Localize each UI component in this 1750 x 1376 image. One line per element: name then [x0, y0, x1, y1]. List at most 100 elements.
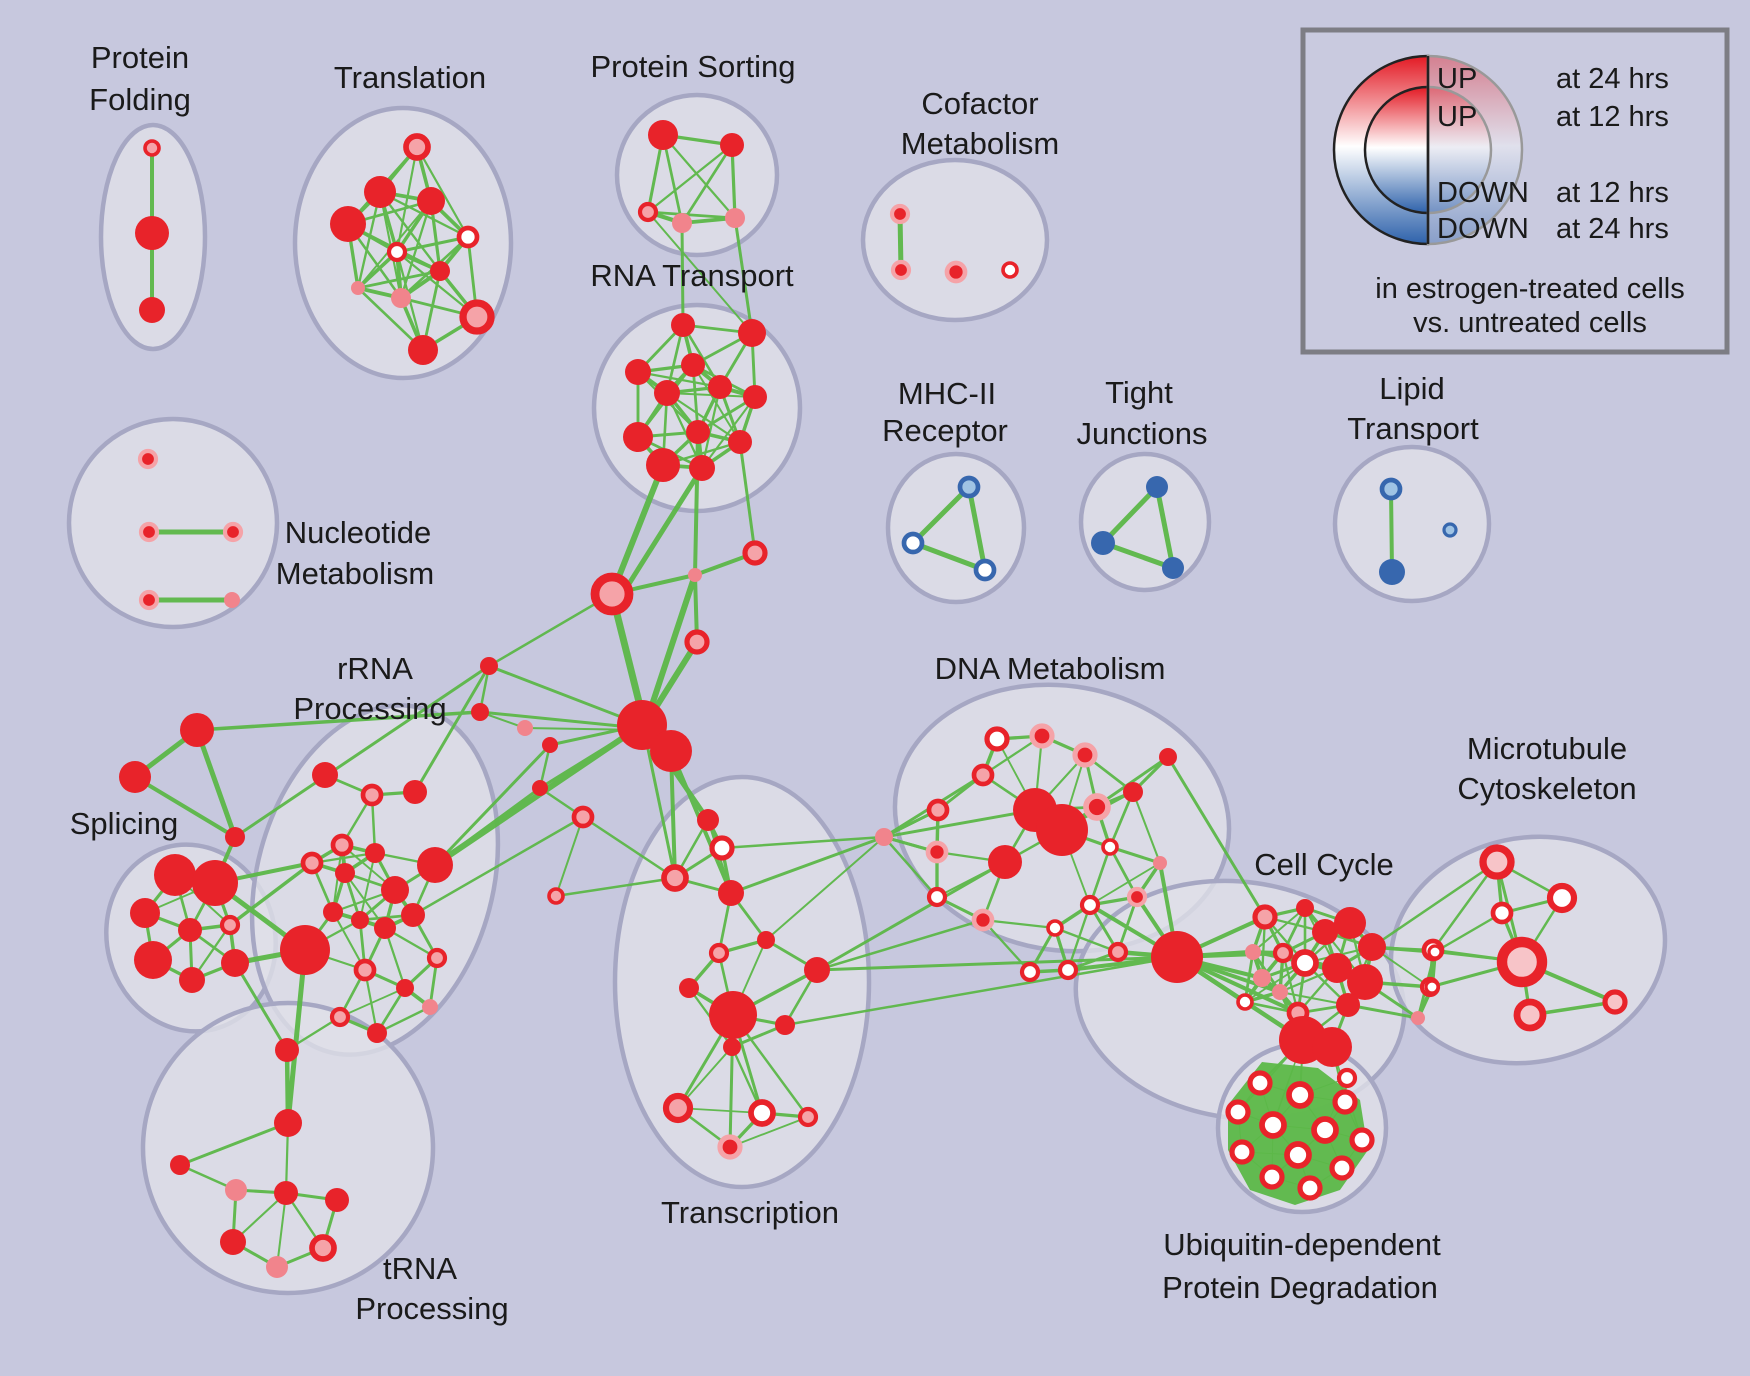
legend-time-label: at 12 hrs: [1556, 101, 1669, 133]
cluster-label-tight-junctions: Tight: [1105, 375, 1173, 410]
edge-protein-sorting: [646, 210, 737, 220]
cluster-label-translation: Translation: [334, 60, 486, 95]
edge-translation: [415, 145, 470, 239]
gene-node-dna-metabolism: [1046, 919, 1064, 937]
edge-rrna-processing: [339, 987, 406, 1018]
gene-node-rna-transport: [708, 375, 732, 399]
gene-node-cell-cycle: [1291, 949, 1319, 977]
gene-node-connector: [650, 730, 692, 772]
cluster-ellipse-lipid-transport: [1332, 444, 1492, 604]
edge-intercluster: [733, 216, 754, 335]
cluster-label-nucleotide-metabolism: Nucleotide: [285, 515, 431, 550]
gene-node-cofactor-metabolism: [1001, 261, 1019, 279]
edge-intercluster: [478, 710, 642, 730]
cluster-label-transcription: Transcription: [661, 1195, 839, 1230]
cluster-ellipse-transcription: [612, 774, 872, 1190]
gene-node-dna-metabolism: [1107, 941, 1129, 963]
gene-node-connector: [517, 720, 533, 736]
gene-node-microtubule-cytoskeleton: [1424, 979, 1440, 995]
gene-node-microtubule-cytoskeleton: [1427, 944, 1443, 960]
edge-cell-cycle: [1252, 907, 1306, 953]
cluster-label-lipid-transport: Transport: [1347, 411, 1479, 446]
gene-node-splicing: [192, 860, 238, 906]
edge-intercluster: [487, 664, 644, 727]
cluster-label-trna-processing: Processing: [355, 1291, 508, 1326]
gene-node-connector: [542, 737, 558, 753]
edge-intercluster: [194, 727, 238, 840]
gene-node-dna-metabolism: [875, 828, 893, 846]
gene-node-cofactor-metabolism: [944, 260, 968, 284]
edge-protein-sorting: [661, 133, 737, 220]
gene-node-rna-transport: [689, 455, 715, 481]
gene-node-rna-transport: [743, 385, 767, 409]
edge-intercluster: [581, 815, 677, 880]
gene-node-transcription: [709, 991, 757, 1039]
gene-node-dna-metabolism: [1072, 742, 1098, 768]
gene-node-rna-transport: [623, 422, 653, 452]
gene-node-cell-cycle: [1296, 899, 1314, 917]
gene-node-transcription: [718, 880, 744, 906]
edge-intercluster: [738, 440, 757, 555]
gene-node-trna-processing: [325, 1188, 349, 1212]
gene-node-dna-metabolism: [1153, 856, 1167, 870]
edge-intercluster: [641, 723, 677, 880]
gene-node-ubiquitin-degradation: [1247, 1070, 1273, 1096]
edge-mhc-ii-receptor: [910, 484, 972, 546]
gene-node-rna-transport: [728, 430, 752, 454]
gene-node-microtubule-cytoskeleton: [1490, 901, 1514, 925]
gene-node-rrna-processing: [275, 1038, 299, 1062]
gene-node-connector: [688, 568, 702, 582]
gene-node-splicing: [130, 898, 160, 928]
edge-rna-transport: [700, 395, 757, 470]
gene-node-rrna-processing: [401, 903, 425, 927]
gene-node-cell-cycle: [1312, 919, 1338, 945]
gene-node-nucleotide-metabolism: [222, 521, 244, 543]
legend-time-label: at 12 hrs: [1556, 177, 1669, 209]
gene-node-rna-transport: [671, 313, 695, 337]
edge-intercluster: [487, 592, 614, 668]
legend-direction-label: UP: [1437, 101, 1477, 133]
legend-direction-label: DOWN: [1437, 213, 1529, 245]
gene-node-rrna-processing: [360, 783, 384, 807]
gene-node-dna-metabolism: [926, 798, 950, 822]
gene-node-rna-transport: [738, 319, 766, 347]
edge-intercluster: [669, 749, 677, 880]
cluster-labels: Protein Folding Translation Protein Sorting…: [70, 40, 1637, 1326]
gene-node-rrna-processing: [422, 999, 438, 1015]
gene-node-ubiquitin-degradation: [1336, 1067, 1358, 1089]
gene-node-protein-sorting: [637, 201, 659, 223]
gene-node-dna-metabolism: [1036, 804, 1088, 856]
gene-node-transcription: [708, 942, 730, 964]
gene-node-mhc-ii-receptor: [901, 531, 925, 555]
edge-intercluster: [1166, 755, 1267, 919]
gene-node-lipid-transport: [1379, 477, 1403, 501]
edge-intercluster: [1370, 860, 1499, 949]
gene-node-cofactor-metabolism: [889, 203, 911, 225]
edge-rna-transport: [665, 391, 742, 444]
legend-footer: vs. untreated cells: [1413, 307, 1647, 339]
gene-node-rrna-processing: [396, 979, 414, 997]
gene-node-protein-sorting: [672, 213, 692, 233]
edge-intercluster: [233, 664, 491, 839]
gene-node-rrna-processing: [353, 958, 377, 982]
gene-node-transcription: [662, 1092, 694, 1124]
cluster-label-cofactor-metabolism: Cofactor: [921, 86, 1038, 121]
gene-node-cell-cycle: [1236, 993, 1254, 1011]
gene-node-translation: [430, 261, 450, 281]
gene-node-ubiquitin-degradation: [1225, 1099, 1251, 1125]
gene-node-nucleotide-metabolism: [138, 589, 160, 611]
gene-node-ubiquitin-degradation: [1297, 1175, 1323, 1201]
gene-node-rrna-processing: [312, 762, 338, 788]
cluster-label-rrna-processing: Processing: [293, 691, 446, 726]
legend-ring: [1426, 85, 1493, 215]
gene-node-trna-processing: [266, 1256, 288, 1278]
edge-intercluster: [554, 876, 677, 898]
cluster-label-microtubule-cytoskeleton: Cytoskeleton: [1457, 771, 1636, 806]
gene-node-translation: [391, 288, 411, 308]
gene-node-rrna-processing: [351, 911, 369, 929]
cluster-label-cofactor-metabolism: Metabolism: [901, 126, 1060, 161]
gene-node-protein-sorting: [720, 133, 744, 157]
edge-intercluster: [680, 221, 685, 327]
